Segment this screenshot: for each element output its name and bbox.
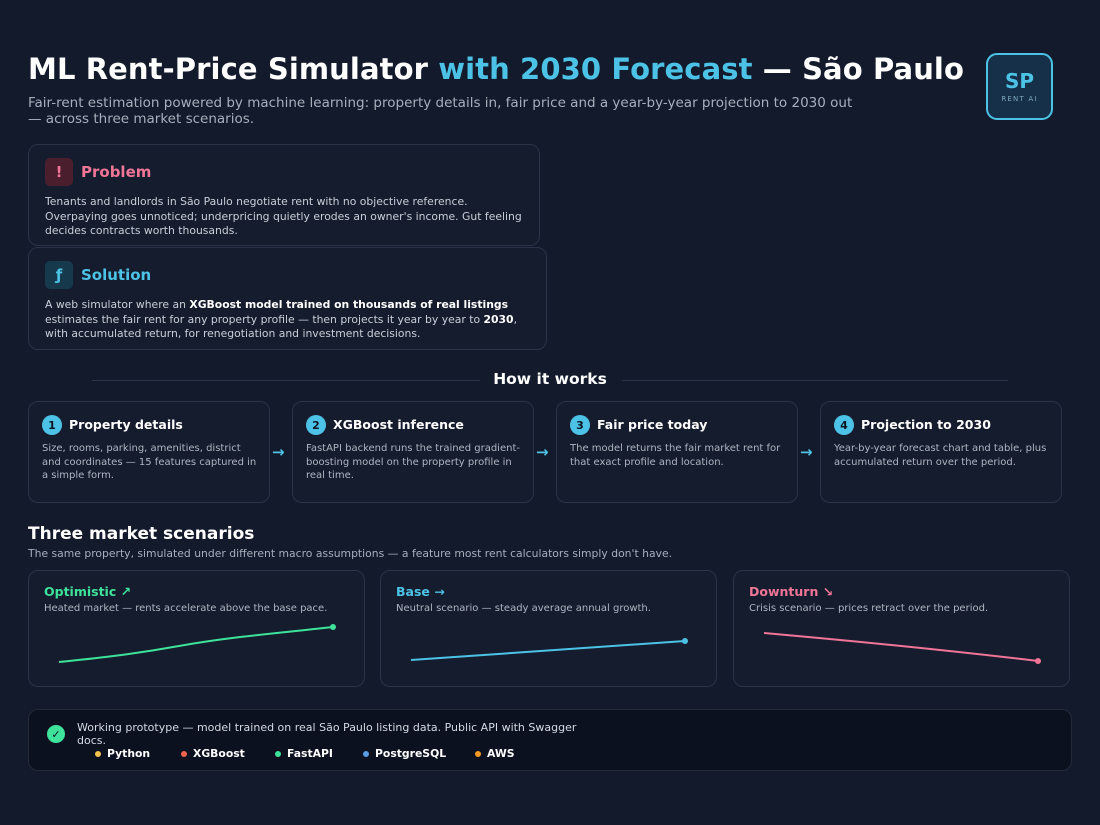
tech-fastapi: FastAPI xyxy=(275,747,333,760)
solution-text-3: , with accumulated return, for renegotia… xyxy=(45,312,518,341)
tech-python: Python xyxy=(95,747,150,760)
scenario-description: Heated market — rents accelerate above t… xyxy=(44,603,328,614)
problem-header: ! Problem xyxy=(45,158,151,186)
arrow-right-icon: → xyxy=(272,443,285,461)
how-it-works-title: How it works xyxy=(493,370,607,388)
step-title: XGBoost inference xyxy=(333,417,464,432)
scenario-card-downturn: Downturn ↘ Crisis scenario — prices retr… xyxy=(733,570,1070,687)
trend-endpoint xyxy=(330,624,336,630)
divider-left xyxy=(92,380,480,381)
logo-initials: SP xyxy=(1004,69,1035,93)
solution-header: ƒ Solution xyxy=(45,261,151,289)
step-description: Year-by-year forecast chart and table, p… xyxy=(834,443,1047,468)
solution-text-bold-2: 2030 xyxy=(483,312,514,326)
status-footer: ✓ Working prototype — model trained on r… xyxy=(28,709,1072,771)
trend-line xyxy=(410,640,686,661)
title-accent: with 2030 Forecast xyxy=(438,52,753,86)
scenario-card-optimistic: Optimistic ↗ Heated market — rents accel… xyxy=(28,570,365,687)
tech-dot xyxy=(475,750,481,757)
step-card-2: 2 XGBoost inference FastAPI backend runs… xyxy=(292,401,534,503)
solution-label: Solution xyxy=(81,266,152,284)
trend-endpoint xyxy=(682,638,688,644)
scenarios-subtitle: The same property, simulated under diffe… xyxy=(28,547,673,560)
scenario-title: Downturn ↘ xyxy=(749,584,834,599)
sp-logo: SP RENT AI xyxy=(986,53,1053,120)
step-number: 2 xyxy=(306,415,326,435)
downturn-trend-sparkline xyxy=(763,632,1041,664)
scenarios-title: Three market scenarios xyxy=(28,524,255,544)
step-description: FastAPI backend runs the trained gradien… xyxy=(306,443,520,481)
scenario-description: Crisis scenario — prices retract over th… xyxy=(749,603,989,614)
base-trend-sparkline xyxy=(410,638,688,661)
title-tail: — São Paulo xyxy=(752,52,964,86)
optimistic-trend-sparkline xyxy=(58,624,336,663)
footer-text: Working prototype — model trained on rea… xyxy=(77,721,577,747)
check-icon: ✓ xyxy=(47,725,65,743)
step-number: 4 xyxy=(834,415,854,435)
warning-icon: ! xyxy=(45,158,73,186)
solution-text-bold-1: XGBoost model trained on thousands of re… xyxy=(189,298,509,311)
scenario-title: Base → xyxy=(396,584,445,599)
step-card-1: 1 Property details Size, rooms, parking,… xyxy=(28,401,270,503)
divider-right xyxy=(622,380,1008,381)
solution-card: ƒ Solution A web simulator where an XGBo… xyxy=(28,247,547,350)
tech-dot xyxy=(181,750,187,757)
tech-dot xyxy=(95,750,101,757)
page-subtitle: Fair-rent estimation powered by machine … xyxy=(28,95,853,127)
tech-xgboost: XGBoost xyxy=(181,747,245,760)
trend-endpoint xyxy=(1035,658,1041,664)
solution-text-2: estimates the fair rent for any property… xyxy=(45,312,484,326)
trend-line xyxy=(58,626,334,663)
step-title: Property details xyxy=(69,417,183,432)
tech-postgresql: PostgreSQL xyxy=(363,747,446,760)
function-icon: ƒ xyxy=(45,261,73,289)
step-title: Fair price today xyxy=(597,417,708,432)
problem-label: Problem xyxy=(81,163,152,181)
step-description: The model returns the fair market rent f… xyxy=(570,443,781,468)
solution-text: A web simulator where an XGBoost model t… xyxy=(45,298,531,342)
step-number: 1 xyxy=(42,415,62,435)
tech-aws: AWS xyxy=(475,747,515,760)
tech-label: XGBoost xyxy=(193,747,245,760)
logo-caption: RENT AI xyxy=(1001,95,1038,103)
page-title: ML Rent-Price Simulator with 2030 Foreca… xyxy=(28,52,964,86)
step-number: 3 xyxy=(570,415,590,435)
problem-card: ! Problem Tenants and landlords in São P… xyxy=(28,144,540,246)
scenario-card-base: Base → Neutral scenario — steady average… xyxy=(380,570,717,687)
problem-text: Tenants and landlords in São Paulo negot… xyxy=(45,195,522,237)
tech-label: AWS xyxy=(487,747,515,760)
tech-label: Python xyxy=(107,747,151,760)
step-title: Projection to 2030 xyxy=(861,417,991,432)
step-description: Size, rooms, parking, amenities, distric… xyxy=(42,443,257,481)
arrow-right-icon: → xyxy=(800,443,813,461)
title-main: ML Rent-Price Simulator xyxy=(28,52,439,86)
tech-dot xyxy=(363,750,369,757)
scenario-title: Optimistic ↗ xyxy=(44,584,132,599)
tech-label: FastAPI xyxy=(287,747,333,760)
tech-dot xyxy=(275,750,281,757)
step-card-3: 3 Fair price today The model returns the… xyxy=(556,401,798,503)
scenario-description: Neutral scenario — steady average annual… xyxy=(396,603,651,614)
tech-label: PostgreSQL xyxy=(375,747,447,760)
step-card-4: 4 Projection to 2030 Year-by-year foreca… xyxy=(820,401,1062,503)
trend-line xyxy=(763,632,1039,662)
arrow-right-icon: → xyxy=(536,443,549,461)
solution-text-1: A web simulator where an xyxy=(45,298,190,311)
